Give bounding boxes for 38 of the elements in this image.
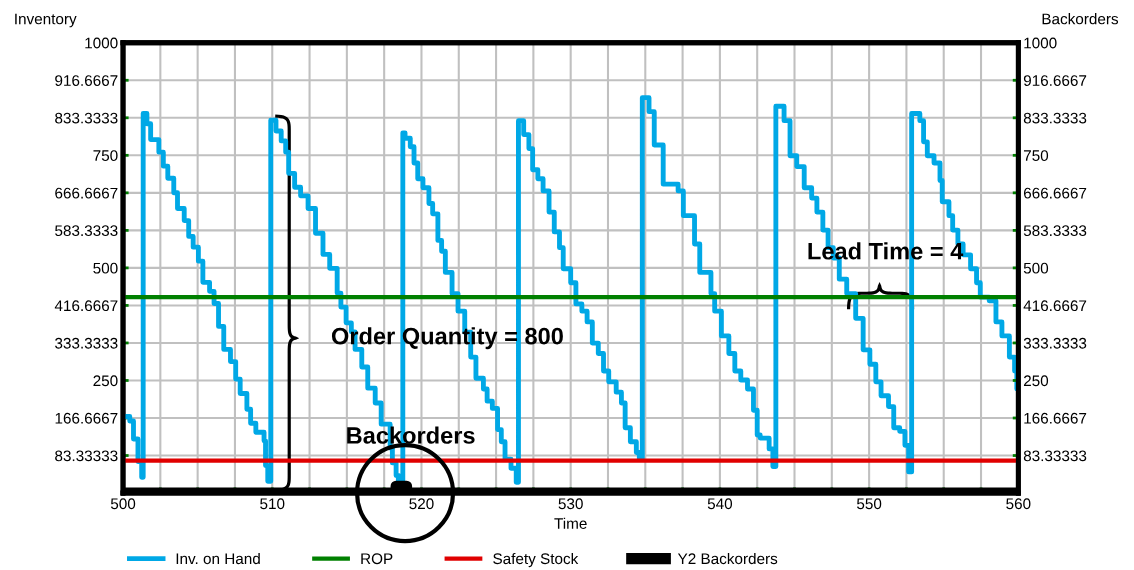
y2-tick-label: 500: [1023, 262, 1049, 274]
legend-label: ROP: [361, 553, 393, 565]
y-axis-title: Inventory: [15, 13, 77, 28]
y2-tick-label: 166.6667: [1024, 412, 1087, 424]
x-tick-label: 520: [409, 498, 434, 510]
legend-label: Safety Stock: [493, 552, 579, 568]
y-tick-label: 750: [93, 150, 118, 162]
legend-label: Y2 Backorders: [677, 552, 778, 565]
y-tick-label: 500: [93, 262, 118, 274]
y-tick-label: 666.6667: [55, 187, 118, 199]
y-tick-label: 1000: [85, 37, 118, 49]
x-tick-label: 560: [1006, 498, 1031, 510]
y2-tick-label: 250: [1023, 375, 1049, 387]
y-tick-label: 833.3333: [55, 112, 118, 124]
y2-tick-label: 750: [1023, 150, 1049, 162]
x-tick-label: 550: [856, 498, 882, 510]
y2-axis-title: Backorders: [1042, 13, 1119, 25]
x-tick-label: 510: [260, 498, 285, 510]
x-tick-label: 500: [110, 498, 136, 510]
y2-tick-label: 1000: [1024, 37, 1057, 49]
y-tick-label: 583.3333: [55, 225, 118, 237]
y2-tick-label: 833.3333: [1023, 112, 1087, 124]
legend-label: Inv. on Hand: [176, 552, 260, 565]
y2-tick-label: 416.6667: [1023, 300, 1087, 312]
y-tick-label: 416.6667: [54, 300, 118, 312]
x-tick-label: 530: [558, 498, 583, 510]
y-tick-label: 166.6667: [55, 412, 118, 424]
y-tick-label: 916.6667: [55, 75, 118, 86]
y2-tick-label: 333.3333: [1023, 337, 1087, 349]
x-axis-title: Time: [554, 517, 587, 529]
y-tick-label: 333.3333: [55, 337, 118, 349]
y2-tick-label: 83.33333: [1023, 450, 1087, 462]
y2-tick-label: 666.6667: [1023, 187, 1087, 199]
y-tick-label: 250: [93, 375, 118, 387]
y2-tick-label: 583.3333: [1023, 225, 1087, 237]
y2-tick-label: 916.6667: [1023, 75, 1087, 86]
x-tick-label: 540: [707, 498, 733, 510]
y-tick-label: 83.33333: [55, 450, 118, 462]
